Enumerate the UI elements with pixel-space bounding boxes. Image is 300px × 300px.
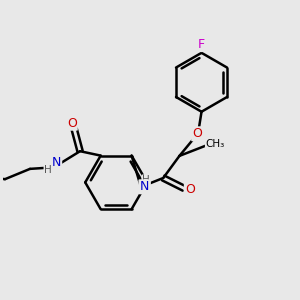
Text: N: N xyxy=(52,156,61,169)
Text: O: O xyxy=(192,127,202,140)
Text: O: O xyxy=(185,183,195,196)
Text: CH₃: CH₃ xyxy=(206,139,225,149)
Text: N: N xyxy=(140,180,149,193)
Text: F: F xyxy=(198,38,205,51)
Text: H: H xyxy=(44,165,52,175)
Text: H: H xyxy=(142,175,150,185)
Text: O: O xyxy=(67,117,77,130)
